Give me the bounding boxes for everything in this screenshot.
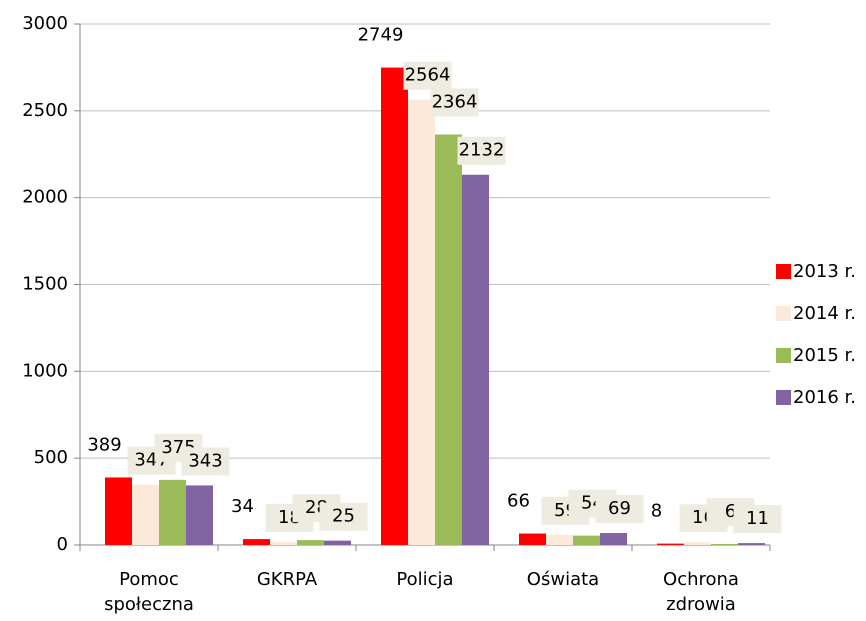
data-label: 389 [87,434,121,455]
bar [600,533,627,545]
bar [519,533,546,545]
bar [324,540,351,545]
x-tick-label: GKRPA [257,569,318,590]
data-label: 2132 [459,140,505,161]
bar [684,542,711,545]
x-tick-label: Pomoc społeczna [104,569,194,615]
data-label: 66 [507,491,530,512]
bar [573,535,600,545]
legend-swatch [776,390,791,405]
legend-label: 2016 r. [793,387,856,408]
x-tick-label: Policja [396,569,453,590]
legend-swatch [776,348,791,363]
y-tick-label: 2000 [22,187,68,208]
data-label: 2564 [405,65,451,86]
bar [159,479,186,545]
y-tick-label: 2500 [22,100,68,121]
bar [408,99,435,546]
data-label-box [403,61,452,90]
bar [132,484,159,545]
x-tick-label: Oświata [527,569,599,590]
data-label: 2364 [432,91,478,112]
data-label-box [595,495,644,524]
data-label-box [181,447,230,476]
y-tick-label: 0 [57,534,68,555]
y-tick-label: 500 [34,447,68,468]
bar [186,485,213,545]
data-label: 8 [651,501,662,522]
data-label: 69 [608,498,631,519]
bar [462,174,489,545]
data-label-box [319,502,368,531]
y-tick-label: 1000 [22,360,68,381]
bar [711,543,738,545]
data-label-box [457,136,506,165]
bar [738,543,765,545]
legend-swatch [776,306,791,321]
y-tick-label: 3000 [22,13,68,34]
bar [435,134,462,545]
legend-label: 2013 r. [793,261,856,282]
data-label: 34 [231,496,254,517]
bar [381,67,408,545]
bar [243,539,270,545]
bar [105,477,132,545]
data-label: 2749 [358,25,404,46]
y-tick-label: 1500 [22,274,68,295]
x-tick-label: Ochrona zdrowia [663,569,739,615]
legend-swatch [776,264,791,279]
legend-label: 2015 r. [793,345,856,366]
bar [297,540,324,545]
data-label: 11 [746,508,769,529]
bar [270,541,297,545]
data-label: 343 [188,450,222,471]
data-label: 25 [332,506,355,527]
bar [546,534,573,545]
data-label: 6 [725,501,736,522]
bar [657,543,684,545]
data-label-box [733,505,782,534]
data-label-box [430,88,479,117]
legend-label: 2014 r. [793,303,856,324]
